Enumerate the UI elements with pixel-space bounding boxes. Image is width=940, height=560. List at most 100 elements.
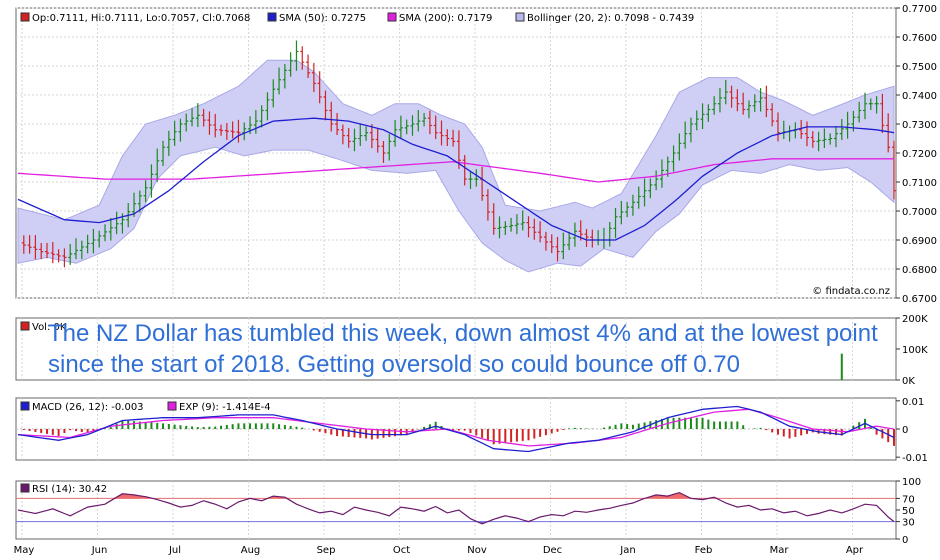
ohlc-bar bbox=[630, 194, 635, 216]
y-tick-label: -0.01 bbox=[902, 453, 928, 464]
legend-ohlc: Op:0.7111, Hi:0.7111, Lo:0.7057, Cl:0.70… bbox=[32, 13, 250, 24]
ohlc-bar bbox=[190, 108, 195, 127]
legend-swatch-rsi bbox=[20, 483, 30, 493]
ohlc-bar bbox=[567, 231, 572, 251]
ohlc-bar bbox=[253, 110, 258, 134]
ohlc-bar bbox=[207, 111, 212, 135]
ohlc-bar bbox=[39, 243, 44, 260]
ohlc-bar bbox=[79, 240, 84, 260]
ohlc-bar bbox=[538, 221, 543, 243]
legend-swatch-sma200 bbox=[387, 12, 397, 22]
y-tick-label: 0 bbox=[902, 425, 908, 436]
ohlc-bar bbox=[387, 133, 392, 161]
ohlc-bar bbox=[103, 224, 108, 242]
ohlc-bar bbox=[532, 218, 537, 240]
ohlc-bar bbox=[271, 79, 276, 108]
ohlc-bar bbox=[799, 119, 804, 139]
ohlc-bar bbox=[509, 217, 514, 232]
ohlc-bar bbox=[659, 159, 664, 188]
ohlc-bar bbox=[155, 148, 160, 182]
ohlc-bar bbox=[880, 93, 885, 133]
ohlc-bar bbox=[706, 104, 711, 122]
ohlc-bar bbox=[648, 178, 653, 199]
ohlc-bar bbox=[410, 115, 415, 136]
ohlc-bar bbox=[143, 180, 148, 203]
ohlc-bar bbox=[329, 101, 334, 132]
legend-bollinger: Bollinger (20, 2): 0.7098 - 0.7439 bbox=[527, 13, 694, 24]
axis-ticks: May Jun Jul Aug Sep Oct Nov Dec Jan Feb Mar Apr 0.77… bbox=[14, 4, 937, 556]
ohlc-bar bbox=[364, 126, 369, 141]
ohlc-bar bbox=[758, 88, 763, 112]
x-tick-label: Aug bbox=[241, 545, 261, 556]
ohlc-bar bbox=[857, 101, 862, 123]
ohlc-bar bbox=[828, 133, 833, 145]
ohlc-bar bbox=[804, 121, 809, 147]
ohlc-bar bbox=[543, 231, 548, 251]
ohlc-bar bbox=[491, 203, 496, 235]
ohlc-bar bbox=[822, 128, 827, 148]
ohlc-bar bbox=[335, 112, 340, 136]
ohlc-bar bbox=[723, 79, 728, 105]
ohlc-bar bbox=[50, 242, 55, 264]
x-tick-label: Apr bbox=[846, 545, 864, 556]
x-tick-label: Mar bbox=[770, 545, 790, 556]
ohlc-bar bbox=[833, 126, 838, 148]
ohlc-bar bbox=[474, 169, 479, 187]
rsi-line bbox=[17, 491, 895, 525]
ohlc-bar bbox=[132, 192, 137, 217]
y-tick-label: 30 bbox=[902, 518, 915, 529]
ohlc-bar bbox=[497, 216, 502, 239]
legend-swatch-sma50 bbox=[267, 12, 277, 22]
legend-swatch-macd bbox=[20, 401, 30, 411]
ohlc-bar bbox=[184, 113, 189, 132]
ohlc-bar bbox=[561, 232, 566, 260]
price-legend: Op:0.7111, Hi:0.7111, Lo:0.7057, Cl:0.70… bbox=[20, 12, 694, 24]
ohlc-bar bbox=[451, 129, 456, 147]
ohlc-bar bbox=[294, 40, 299, 71]
y-tick-label: 0.7000 bbox=[902, 207, 937, 218]
ohlc-bar bbox=[358, 123, 363, 147]
ohlc-bar bbox=[224, 122, 229, 140]
legend-signal: EXP (9): -1.414E-4 bbox=[179, 402, 271, 413]
legend-sma200: SMA (200): 0.7179 bbox=[399, 13, 492, 24]
ohlc-bar bbox=[236, 119, 241, 143]
y-tick-label: 0.01 bbox=[902, 397, 924, 408]
ohlc-bar bbox=[97, 230, 102, 248]
y-tick-label: 0 bbox=[902, 535, 908, 546]
ohlc-bar bbox=[422, 112, 427, 127]
ohlc-bar bbox=[161, 140, 166, 166]
legend-volume: Vol: 0K bbox=[32, 322, 67, 333]
y-tick-label: 0.6700 bbox=[902, 294, 937, 305]
legend-rsi: RSI (14): 30.42 bbox=[32, 484, 107, 495]
ohlc-bar bbox=[352, 128, 357, 152]
ohlc-bar bbox=[166, 130, 171, 156]
ohlc-bar bbox=[694, 110, 699, 131]
ohlc-bar bbox=[886, 113, 891, 153]
ohlc-bar bbox=[56, 249, 61, 263]
y-tick-label: 100K bbox=[902, 345, 928, 356]
ohlc-bar bbox=[752, 94, 757, 113]
macd-line bbox=[17, 405, 895, 453]
y-tick-label: 0.7200 bbox=[902, 149, 937, 160]
ohlc-bar bbox=[68, 244, 73, 265]
ohlc-bar bbox=[613, 208, 618, 239]
ohlc-bar bbox=[108, 217, 113, 241]
ohlc-bar bbox=[288, 52, 293, 77]
ohlc-bar bbox=[114, 211, 119, 235]
ohlc-bar bbox=[393, 119, 398, 147]
macd-legend: MACD (26, 12): -0.003 EXP (9): -1.414E-4 bbox=[20, 401, 271, 413]
ohlc-bar bbox=[219, 124, 224, 136]
ohlc-bar bbox=[555, 236, 560, 262]
ohlc-bar bbox=[91, 228, 96, 254]
ohlc-bar bbox=[735, 89, 740, 112]
ohlc-bar bbox=[746, 100, 751, 119]
ohlc-bar bbox=[839, 118, 844, 141]
x-tick-label: Jun bbox=[91, 545, 108, 556]
y-tick-label: 0.7100 bbox=[902, 178, 937, 189]
ohlc-bar bbox=[688, 117, 693, 143]
ohlc-bar bbox=[311, 62, 316, 93]
ohlc-bar bbox=[619, 200, 624, 225]
volume-panel bbox=[15, 317, 897, 381]
volume-legend: Vol: 0K bbox=[20, 321, 67, 333]
ohlc-bar bbox=[21, 235, 26, 254]
